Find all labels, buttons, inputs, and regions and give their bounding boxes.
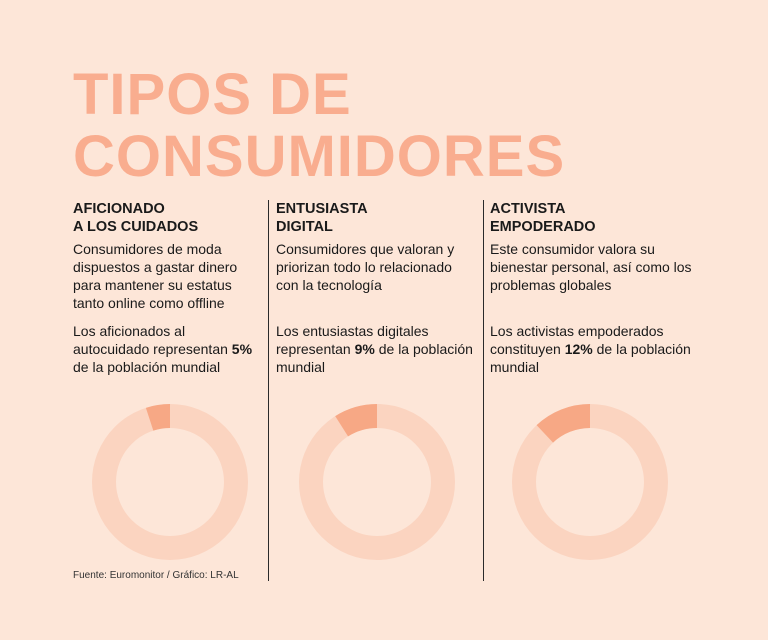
column-description: Este consumidor valora su bienestar pers… <box>490 241 692 293</box>
stat-value: 9% <box>354 341 375 357</box>
column-description: Consumidores de moda dispuestos a gastar… <box>73 241 238 311</box>
donut-highlight-slice <box>335 404 377 437</box>
donut-rest-slice <box>512 404 668 560</box>
column-aficionado: AFICIONADO A LOS CUIDADOS Consumidores d… <box>73 200 261 376</box>
page-title: TIPOS DE CONSUMIDORES <box>73 64 565 188</box>
stat-text-before: Los aficionados al autocuidado represent… <box>73 323 232 357</box>
heading-line-2: EMPODERADO <box>490 219 596 235</box>
donut-highlight-slice <box>536 404 590 443</box>
source-note: Fuente: Euromonitor / Gráfico: LR-AL <box>73 570 239 581</box>
donut-highlight-slice <box>145 404 170 431</box>
column-divider-2 <box>483 200 484 581</box>
donut-rest-slice <box>92 404 248 560</box>
stat-value: 5% <box>231 341 253 357</box>
column-stat: Los aficionados al autocuidado represent… <box>73 322 261 376</box>
column-description: Consumidores que valoran y priorizan tod… <box>276 241 455 293</box>
donut-chart-aficionado <box>92 404 248 560</box>
heading-line-1: AFICIONADO <box>73 201 165 217</box>
stat-text-after: de la población mundial <box>73 359 221 375</box>
stat-text-before: Los activistas empoderados constituyen <box>490 323 664 357</box>
heading-line-2: A LOS CUIDADOS <box>73 219 199 235</box>
stat-value: 12% <box>564 341 593 357</box>
heading-line-1: ACTIVISTA <box>490 201 566 217</box>
column-heading: AFICIONADO A LOS CUIDADOS <box>73 200 261 236</box>
column-entusiasta: ENTUSIASTA DIGITAL Consumidores que valo… <box>276 200 476 376</box>
title-line-1: TIPOS DE <box>73 62 352 127</box>
column-stat: Los entusiastas digitales representan 9%… <box>276 322 476 376</box>
heading-line-2: DIGITAL <box>276 219 333 235</box>
column-activista: ACTIVISTA EMPODERADO Este consumidor val… <box>490 200 700 376</box>
stat-text-after: de la población mundial <box>276 341 473 375</box>
donut-rest-slice <box>299 404 455 560</box>
stat-text-before: Los entusiastas digitales representan <box>276 323 429 357</box>
stat-text-after: de la población mundial <box>490 341 691 375</box>
column-stat: Los activistas empoderados constituyen 1… <box>490 322 700 376</box>
donut-chart-activista <box>512 404 668 560</box>
column-divider-1 <box>268 200 269 581</box>
title-line-2: CONSUMIDORES <box>73 124 566 189</box>
column-heading: ENTUSIASTA DIGITAL <box>276 200 476 236</box>
column-heading: ACTIVISTA EMPODERADO <box>490 200 700 236</box>
donut-chart-entusiasta <box>299 404 455 560</box>
heading-line-1: ENTUSIASTA <box>276 201 368 217</box>
